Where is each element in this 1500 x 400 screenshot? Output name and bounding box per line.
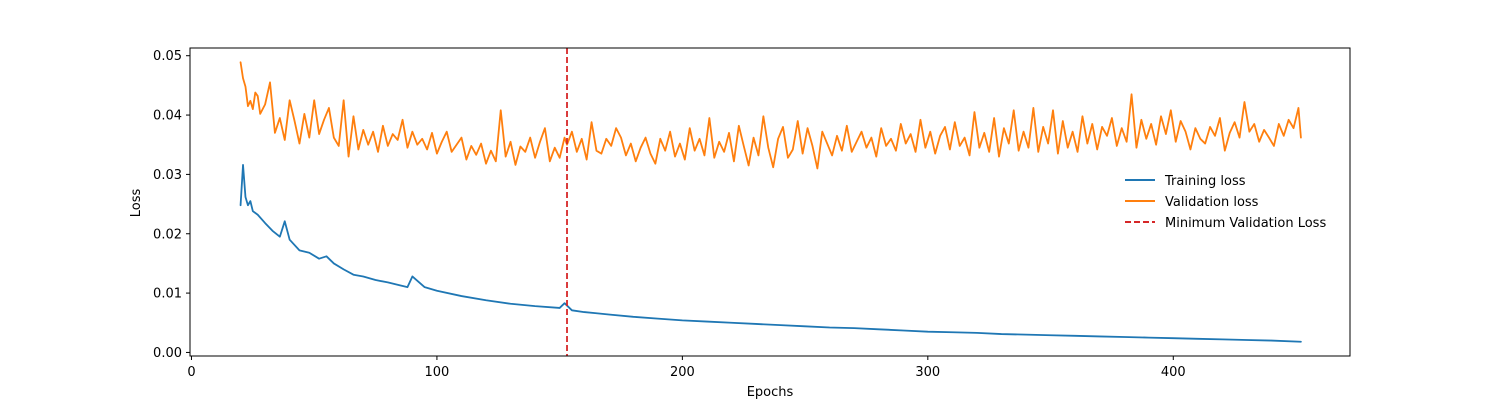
x-axis-ticks: 0 100 200 300 400 [187,356,1186,380]
y-axis-ticks: 0.00 0.01 0.02 0.03 0.04 0.05 [153,49,190,361]
legend-label-minimum-validation-loss: Minimum Validation Loss [1165,216,1326,231]
y-tick-label: 0.03 [153,168,182,183]
x-tick-label: 100 [425,365,450,380]
axes-frame-rect [189,47,1351,357]
y-tick-label: 0.00 [153,346,182,361]
legend-box [1114,168,1344,234]
validation-loss-line [239,61,1302,170]
y-tick-label: 0.05 [153,49,182,64]
x-tick-label: 200 [670,365,695,380]
x-tick-label: 400 [1161,365,1186,380]
y-tick-label: 0.04 [153,109,182,124]
training-loss-line [239,164,1302,343]
x-tick-label: 300 [915,365,940,380]
y-tick-label: 0.01 [153,287,182,302]
y-axis-label: Loss [129,189,144,218]
series-layer [239,48,1302,356]
y-tick-label: 0.02 [153,227,182,242]
legend: Training loss Validation loss Minimum Va… [1114,168,1344,234]
axes-frame [189,47,1351,357]
legend-label-training-loss: Training loss [1164,174,1246,189]
legend-label-validation-loss: Validation loss [1165,195,1259,210]
x-tick-label: 0 [187,365,195,380]
x-axis-label: Epochs [747,385,794,400]
